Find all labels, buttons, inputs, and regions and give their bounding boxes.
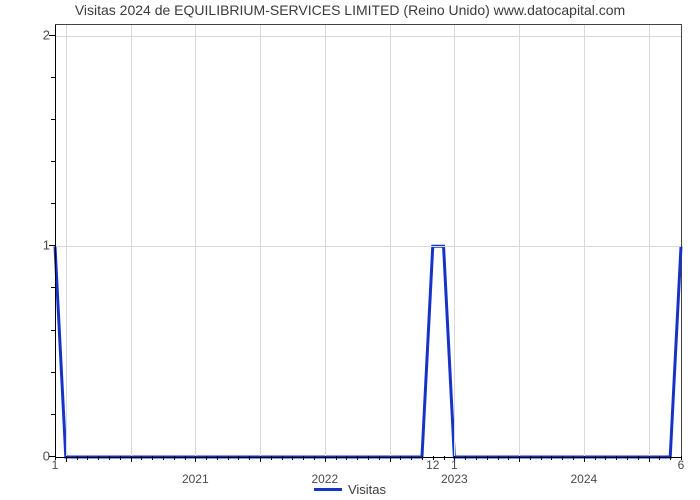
x-tick-minor [357, 456, 358, 460]
x-tick-minor [530, 456, 531, 460]
x-tick-minor [411, 456, 412, 460]
x-tick-minor [109, 456, 110, 460]
x-tick-minor [616, 456, 617, 460]
x-year-label: 2024 [571, 472, 598, 486]
x-tick-minor [282, 456, 283, 460]
x-tick-minor [638, 456, 639, 460]
gridline-vertical [260, 25, 261, 457]
x-tick-minor [77, 456, 78, 460]
x-tick-mark [131, 456, 132, 462]
x-tick-minor [368, 456, 369, 460]
x-tick-minor [314, 456, 315, 460]
plot-area [55, 24, 682, 457]
y-tick-minor [51, 414, 55, 415]
x-tick-mark [519, 456, 520, 462]
y-tick-minor [51, 203, 55, 204]
y-tick-minor [51, 372, 55, 373]
gridline-vertical [195, 25, 196, 457]
x-tick-mark [390, 456, 391, 462]
x-tick-minor [487, 456, 488, 460]
gridline-horizontal [55, 246, 681, 247]
x-tick-minor [498, 456, 499, 460]
x-tick-minor [174, 456, 175, 460]
x-tick-mark [325, 456, 326, 462]
y-tick-minor [51, 287, 55, 288]
x-tick-minor [217, 456, 218, 460]
x-month-label: 1 [52, 458, 59, 472]
line-series [55, 25, 681, 457]
x-month-label: 6 [678, 458, 685, 472]
gridline-vertical [584, 25, 585, 457]
y-tick-label: 0 [10, 449, 50, 464]
x-tick-minor [238, 456, 239, 460]
x-tick-mark [649, 456, 650, 462]
x-month-label: 1 [451, 458, 458, 472]
gridline-vertical [325, 25, 326, 457]
y-tick-label: 2 [10, 27, 50, 42]
x-tick-minor [400, 456, 401, 460]
gridline-vertical [454, 25, 455, 457]
x-year-label: 2022 [311, 472, 338, 486]
x-tick-minor [206, 456, 207, 460]
gridline-vertical [131, 25, 132, 457]
gridline-vertical [390, 25, 391, 457]
x-year-label: 2023 [441, 472, 468, 486]
y-tick-minor [51, 77, 55, 78]
x-tick-minor [670, 456, 671, 460]
x-year-label: 2021 [182, 472, 209, 486]
x-tick-minor [185, 456, 186, 460]
x-tick-minor [163, 456, 164, 460]
legend-swatch [314, 488, 342, 491]
x-tick-mark [66, 456, 67, 462]
y-tick-mark [49, 35, 55, 36]
x-tick-minor [476, 456, 477, 460]
x-tick-mark [260, 456, 261, 462]
gridline-vertical [519, 25, 520, 457]
x-tick-minor [249, 456, 250, 460]
x-tick-minor [271, 456, 272, 460]
gridline-horizontal [55, 36, 681, 37]
y-tick-minor [51, 119, 55, 120]
x-tick-minor [346, 456, 347, 460]
legend-label: Visitas [348, 482, 386, 497]
x-tick-minor [465, 456, 466, 460]
x-tick-minor [336, 456, 337, 460]
x-tick-minor [98, 456, 99, 460]
x-tick-minor [562, 456, 563, 460]
x-tick-minor [422, 456, 423, 460]
y-tick-minor [51, 161, 55, 162]
x-tick-minor [573, 456, 574, 460]
x-tick-mark [584, 456, 585, 462]
x-tick-minor [605, 456, 606, 460]
x-tick-minor [303, 456, 304, 460]
x-tick-minor [508, 456, 509, 460]
chart-root: Visitas 2024 de EQUILIBRIUM-SERVICES LIM… [0, 0, 700, 500]
x-tick-minor [120, 456, 121, 460]
visitas-line [55, 246, 681, 457]
chart-title: Visitas 2024 de EQUILIBRIUM-SERVICES LIM… [0, 2, 700, 18]
x-tick-minor [228, 456, 229, 460]
gridline-vertical [66, 25, 67, 457]
x-tick-minor [659, 456, 660, 460]
x-tick-minor [292, 456, 293, 460]
x-tick-minor [627, 456, 628, 460]
y-tick-mark [49, 245, 55, 246]
y-tick-minor [51, 330, 55, 331]
x-tick-minor [541, 456, 542, 460]
x-tick-minor [152, 456, 153, 460]
x-tick-minor [444, 456, 445, 460]
y-tick-label: 1 [10, 238, 50, 253]
x-tick-minor [595, 456, 596, 460]
x-month-label: 12 [426, 458, 439, 472]
y-axis [55, 25, 56, 457]
x-tick-minor [141, 456, 142, 460]
x-tick-minor [379, 456, 380, 460]
x-tick-minor [87, 456, 88, 460]
x-tick-minor [551, 456, 552, 460]
x-tick-mark [195, 456, 196, 462]
gridline-vertical [649, 25, 650, 457]
